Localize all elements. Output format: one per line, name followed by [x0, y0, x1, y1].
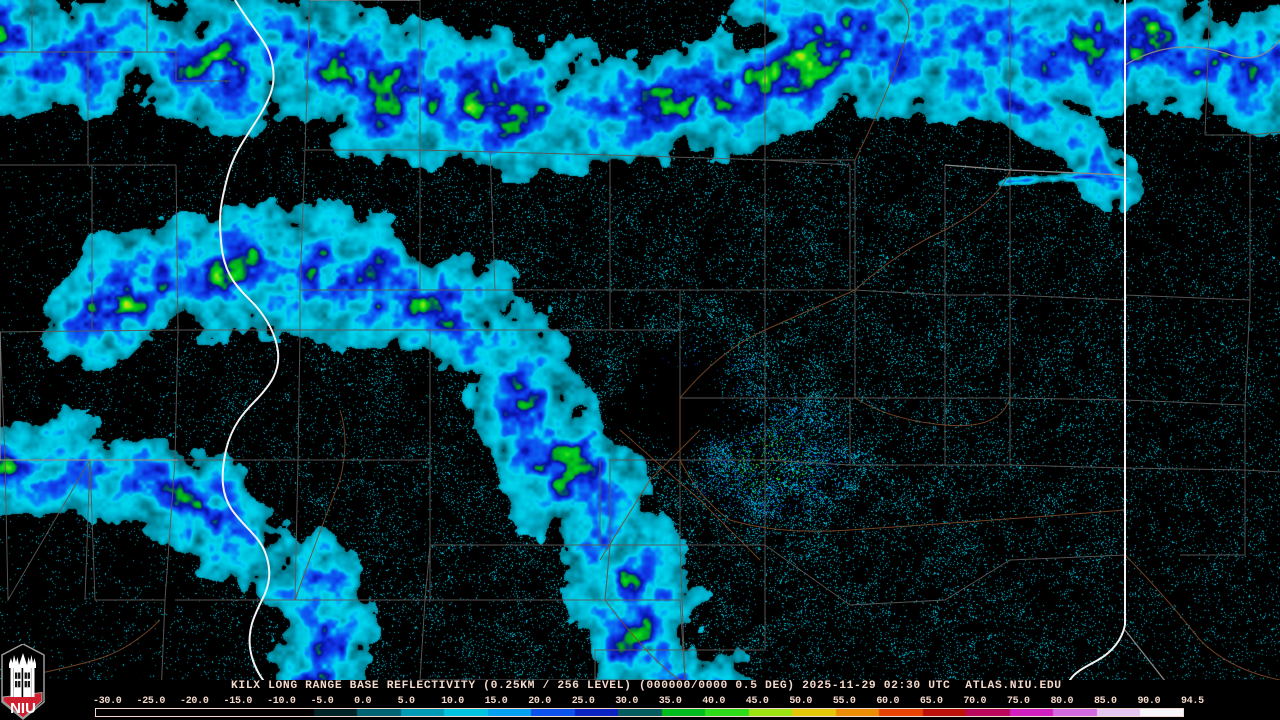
svg-text:NIU: NIU [10, 700, 36, 717]
